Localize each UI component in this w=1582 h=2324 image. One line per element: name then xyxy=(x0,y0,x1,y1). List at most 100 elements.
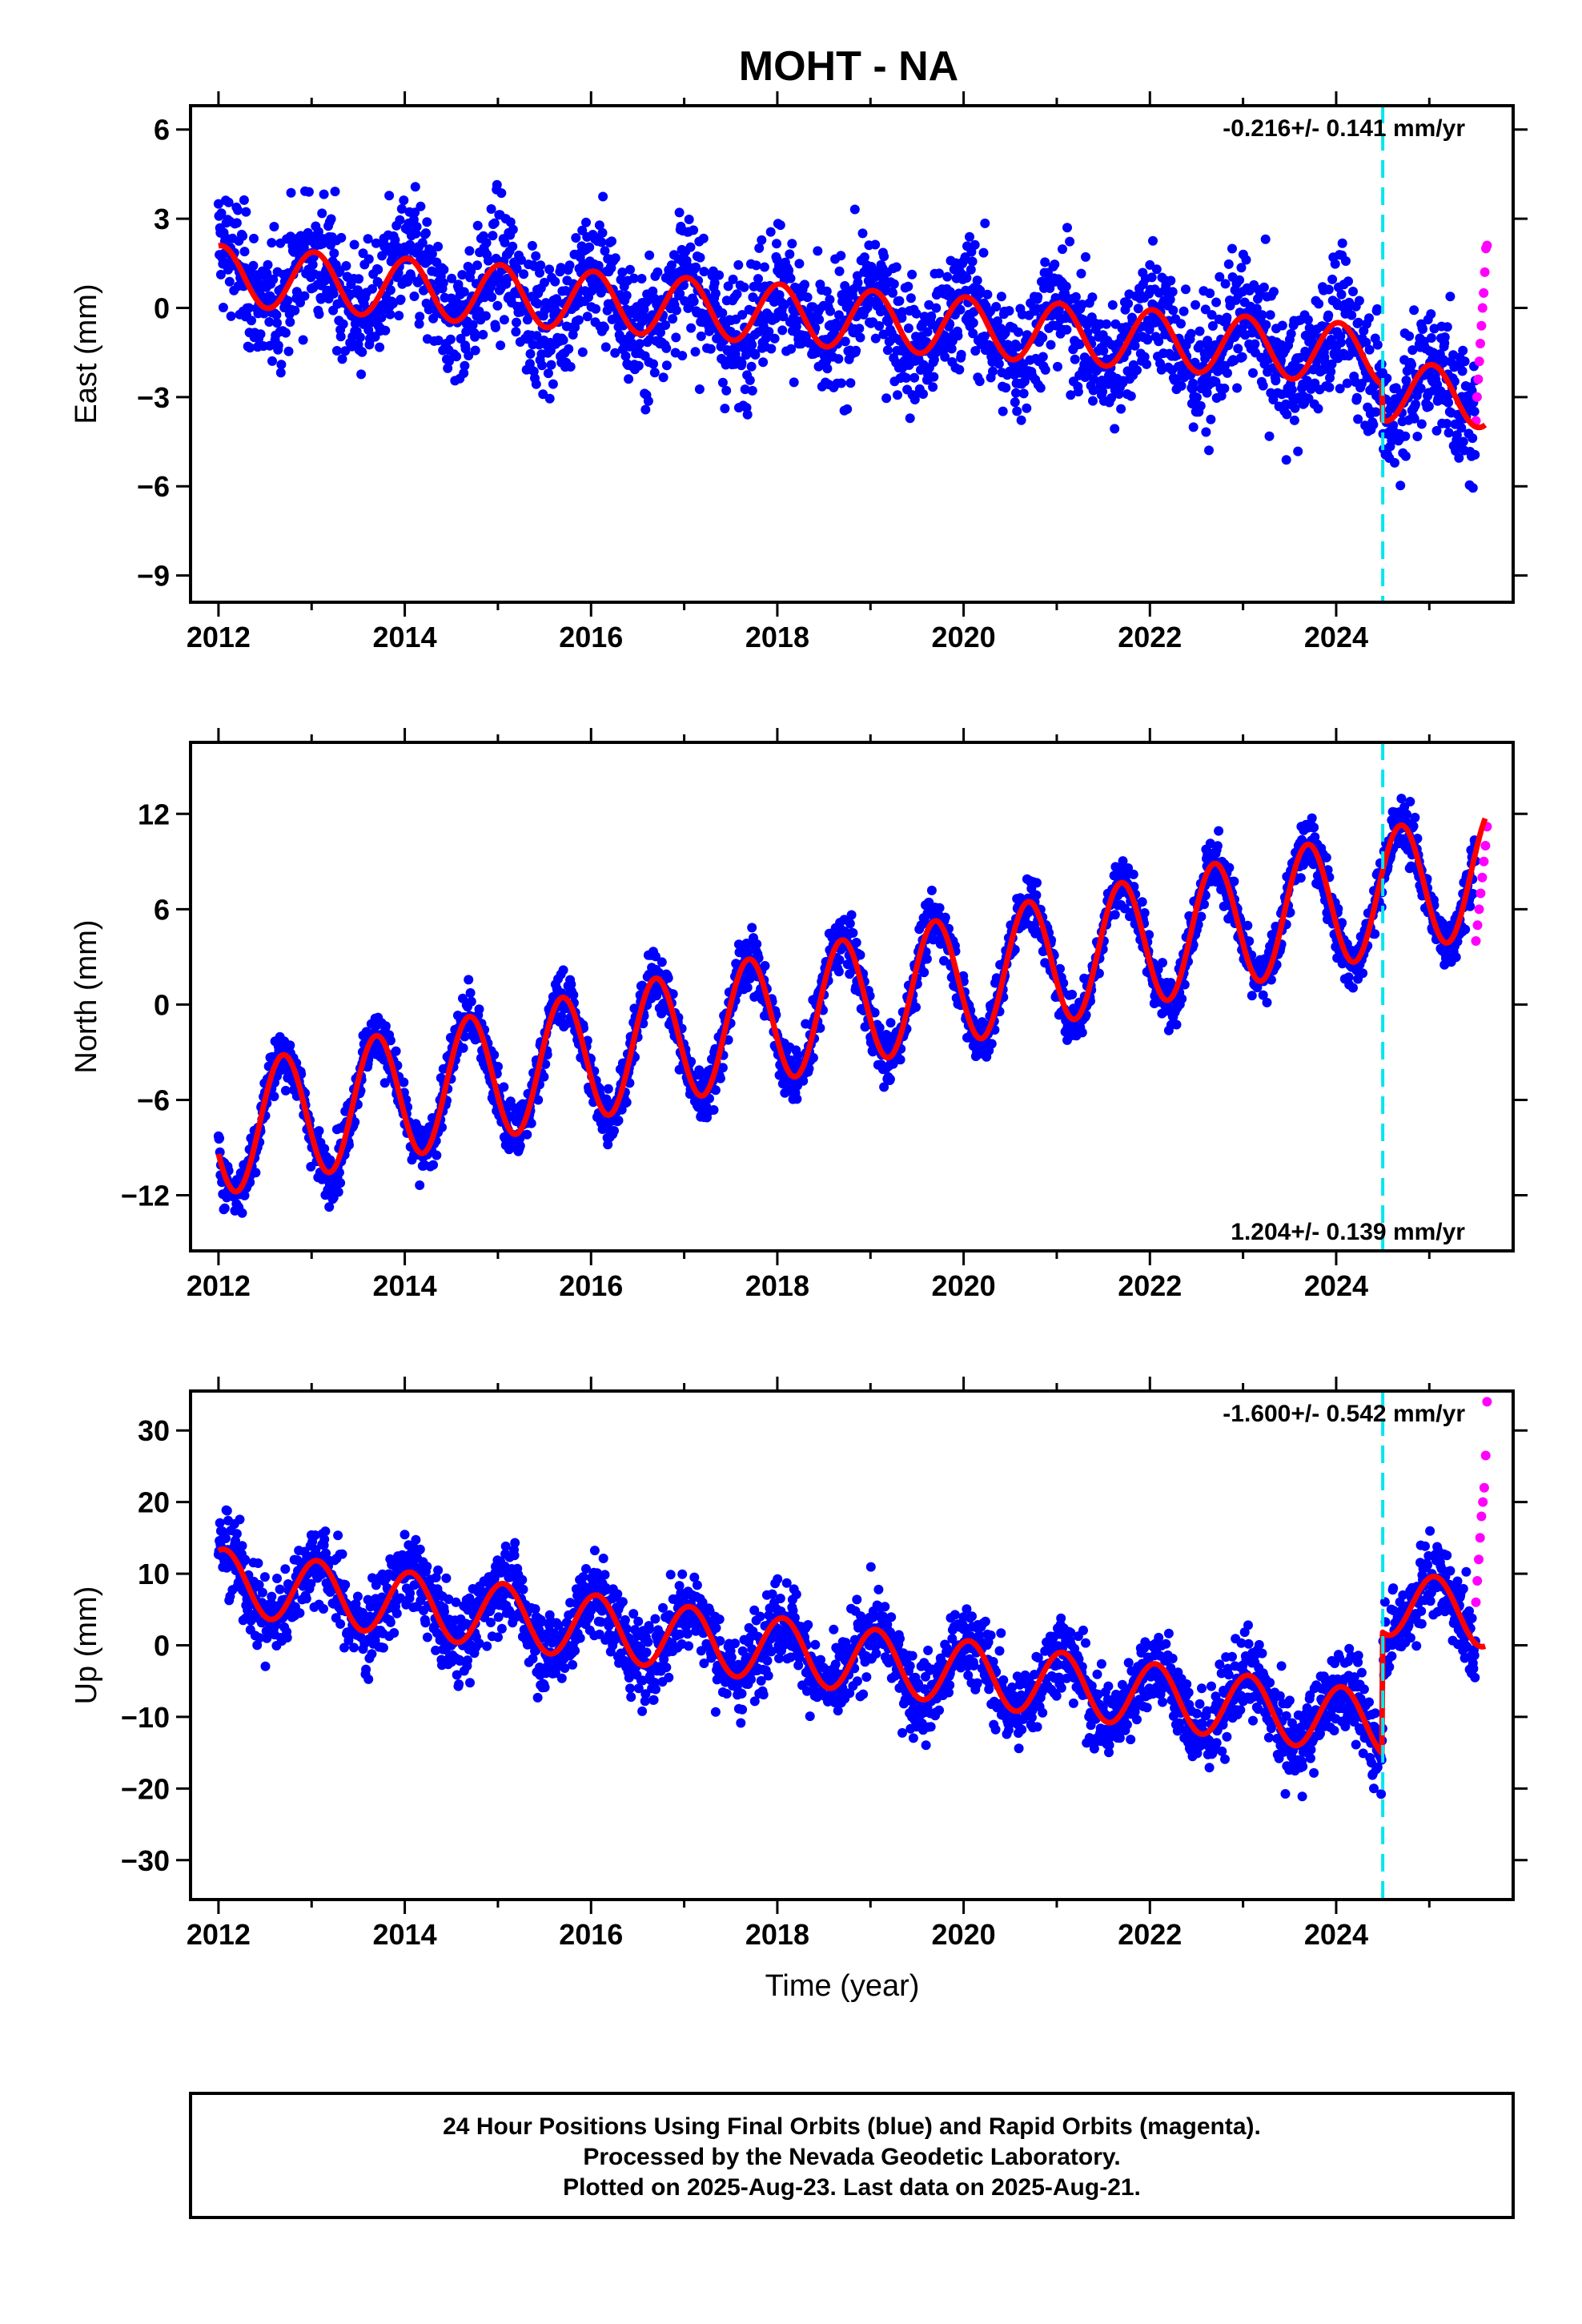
final-orbit-point xyxy=(1354,296,1364,306)
final-orbit-point xyxy=(1220,279,1231,289)
final-orbit-point xyxy=(531,379,541,389)
final-orbit-point xyxy=(1222,312,1232,323)
final-orbit-point xyxy=(909,395,920,404)
final-orbit-point xyxy=(1058,978,1069,988)
final-orbit-point xyxy=(1011,388,1021,398)
final-orbit-point xyxy=(663,973,673,983)
final-orbit-point xyxy=(1126,391,1136,401)
final-orbit-point xyxy=(290,305,300,316)
final-orbit-point xyxy=(459,368,469,378)
final-orbit-point xyxy=(496,188,507,199)
final-orbit-point xyxy=(566,979,576,990)
final-orbit-point xyxy=(769,333,780,344)
final-orbit-point xyxy=(1089,374,1099,384)
final-orbit-point xyxy=(597,227,608,238)
final-orbit-point xyxy=(314,1126,324,1136)
final-orbit-point xyxy=(1191,300,1201,310)
final-orbit-point xyxy=(833,310,844,320)
final-orbit-point xyxy=(1038,332,1048,343)
final-orbit-point xyxy=(1195,326,1205,336)
final-orbit-point xyxy=(314,309,324,320)
final-orbit-point xyxy=(684,215,694,224)
final-orbit-point xyxy=(998,406,1008,416)
final-orbit-point xyxy=(1128,869,1138,879)
final-orbit-point xyxy=(1188,378,1199,388)
final-orbit-point xyxy=(1233,344,1243,354)
final-orbit-point xyxy=(1407,345,1418,356)
final-orbit-point xyxy=(527,240,537,251)
final-orbit-point xyxy=(717,1063,728,1073)
final-orbit-point xyxy=(851,938,861,947)
final-orbit-point xyxy=(1411,399,1420,409)
final-orbit-point xyxy=(1181,284,1191,295)
final-orbit-point xyxy=(836,251,846,261)
final-orbit-point xyxy=(625,264,635,275)
final-orbit-point xyxy=(466,266,476,276)
final-orbit-point xyxy=(1400,451,1411,461)
final-orbit-point xyxy=(564,344,574,354)
final-orbit-point xyxy=(1265,310,1275,320)
final-orbit-point xyxy=(410,207,420,218)
final-orbit-point xyxy=(953,331,963,341)
final-orbit-point xyxy=(390,235,400,245)
final-orbit-point xyxy=(1442,419,1452,428)
final-orbit-point xyxy=(1191,392,1202,403)
final-orbit-point xyxy=(1077,1027,1087,1038)
final-orbit-point xyxy=(1470,449,1480,460)
final-orbit-point xyxy=(522,1129,532,1140)
final-orbit-point xyxy=(437,1122,447,1132)
final-orbit-point xyxy=(532,299,543,309)
final-orbit-point xyxy=(677,351,688,361)
final-orbit-point xyxy=(1219,384,1230,393)
final-orbit-point xyxy=(1178,306,1189,316)
final-orbit-point xyxy=(1409,305,1419,316)
final-orbit-point xyxy=(452,352,462,362)
final-orbit-point xyxy=(571,233,581,243)
final-orbit-point xyxy=(493,1061,503,1072)
final-orbit-point xyxy=(1460,356,1470,367)
final-orbit-point xyxy=(609,1126,619,1136)
final-orbit-point xyxy=(685,242,696,252)
final-orbit-point xyxy=(710,288,721,299)
final-orbit-point xyxy=(470,345,480,356)
final-orbit-point xyxy=(421,228,431,239)
final-orbit-point xyxy=(263,259,273,270)
final-orbit-point xyxy=(942,271,953,282)
final-orbit-point xyxy=(1429,324,1439,334)
final-orbit-point xyxy=(1070,292,1081,302)
final-orbit-point xyxy=(422,217,432,227)
final-orbit-point xyxy=(552,294,562,304)
final-orbit-point xyxy=(1227,243,1237,254)
x-tick-label: 2016 xyxy=(559,621,623,653)
final-orbit-point xyxy=(620,351,631,361)
final-orbit-point xyxy=(1082,320,1092,330)
final-orbit-point xyxy=(484,255,493,266)
final-orbit-point xyxy=(1251,304,1262,314)
final-orbit-point xyxy=(785,249,795,259)
final-orbit-point xyxy=(410,182,420,192)
final-orbit-point xyxy=(466,996,476,1007)
rapid-orbit-point xyxy=(1477,303,1488,313)
final-orbit-point xyxy=(1110,910,1120,920)
final-orbit-point xyxy=(319,1144,330,1154)
final-orbit-point xyxy=(757,235,767,245)
final-orbit-point xyxy=(926,885,937,895)
final-orbit-point xyxy=(671,305,681,316)
final-orbit-point xyxy=(1102,319,1111,329)
y-tick-label: −3 xyxy=(137,381,170,414)
final-orbit-point xyxy=(764,327,774,337)
final-orbit-point xyxy=(298,335,308,345)
final-orbit-point xyxy=(796,339,806,349)
final-orbit-point xyxy=(939,955,949,966)
final-orbit-point xyxy=(1293,446,1303,456)
y-tick-label: −6 xyxy=(137,470,170,503)
final-orbit-point xyxy=(1426,309,1436,320)
final-orbit-point xyxy=(331,346,342,356)
final-orbit-point xyxy=(714,270,725,280)
final-orbit-point xyxy=(709,278,720,288)
final-orbit-point xyxy=(1065,236,1075,247)
x-tick-label: 2020 xyxy=(932,621,996,653)
final-orbit-point xyxy=(1216,391,1227,401)
final-orbit-point xyxy=(1361,337,1371,348)
final-orbit-point xyxy=(1186,328,1196,339)
